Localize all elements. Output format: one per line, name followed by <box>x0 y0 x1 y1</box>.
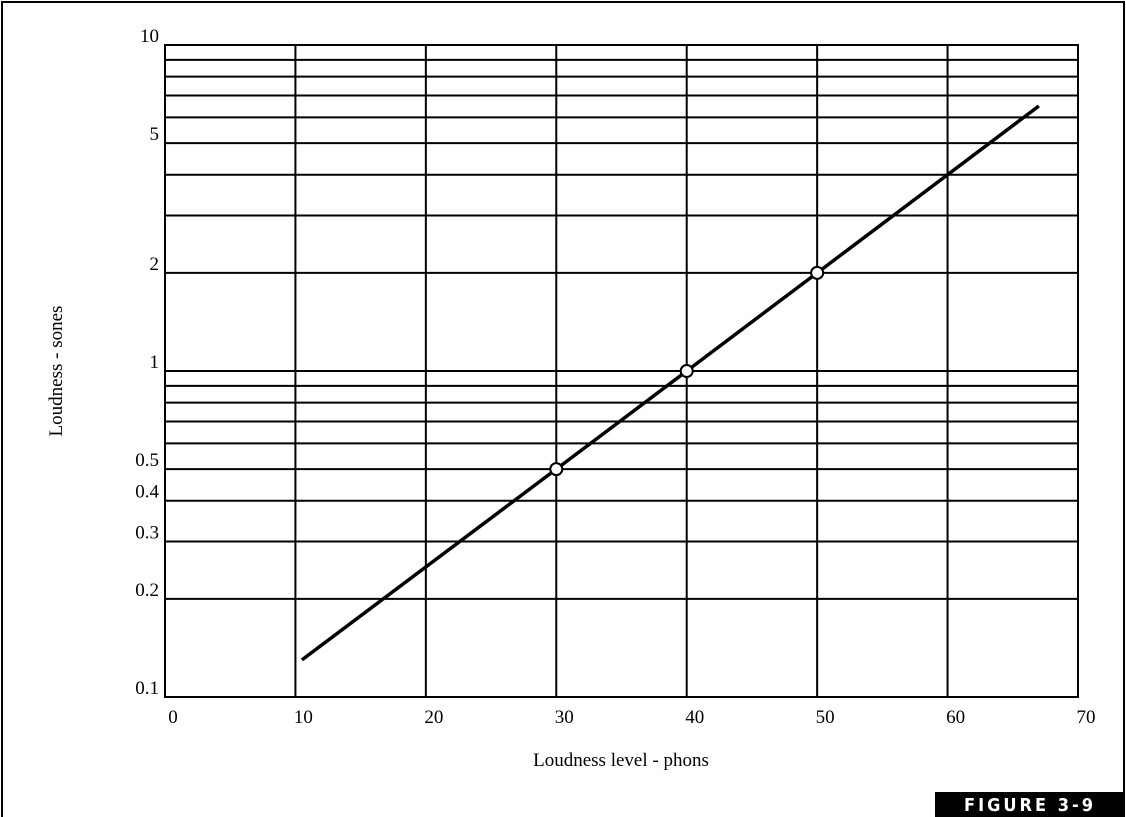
x-tick-label: 20 <box>424 707 443 728</box>
y-tick-label: 0.5 <box>135 450 159 471</box>
marker <box>549 462 564 477</box>
x-tick-label: 0 <box>168 707 178 728</box>
plot-frame <box>164 44 1079 698</box>
x-tick-label: 70 <box>1077 707 1096 728</box>
marker <box>679 364 694 378</box>
x-tick-label: 60 <box>946 707 965 728</box>
y-tick-label: 1 <box>150 352 160 373</box>
x-tick-label: 40 <box>685 707 704 728</box>
marker <box>810 265 825 280</box>
y-tick-label: 0.1 <box>135 678 159 699</box>
figure-label: FIGURE 3-9 <box>964 795 1096 816</box>
y-tick-label: 2 <box>150 254 160 275</box>
y-axis-label: Loudness - sones <box>46 306 67 437</box>
y-tick-label: 5 <box>150 124 160 145</box>
y-tick-label: 0.2 <box>135 580 159 601</box>
x-tick-label: 50 <box>816 707 835 728</box>
y-tick-label: 0.3 <box>135 522 159 543</box>
y-tick-label: 0.4 <box>135 482 159 503</box>
figure-box <box>935 792 1124 817</box>
x-tick-label: 10 <box>294 707 313 728</box>
line <box>300 104 1040 662</box>
x-axis-label: Loudness level - phons <box>533 750 709 771</box>
y-tick-label: 10 <box>140 26 159 47</box>
x-tick-label: 30 <box>555 707 574 728</box>
